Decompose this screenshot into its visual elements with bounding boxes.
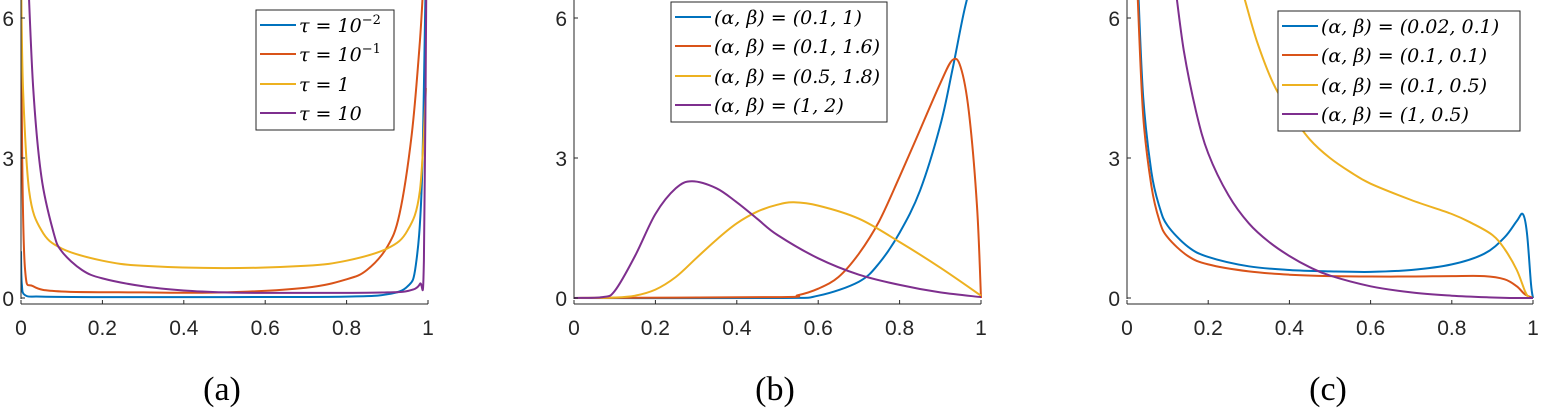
legend-entry: τ = 10−2 bbox=[299, 13, 381, 37]
series-line bbox=[1136, 0, 1534, 299]
legend-entry: (α, β) = (0.1, 0.1) bbox=[1321, 45, 1487, 67]
panel-b-curves bbox=[574, 0, 982, 300]
legend-entry: (α, β) = (1, 0.5) bbox=[1321, 104, 1469, 126]
x-tick-label: 0.2 bbox=[88, 317, 117, 340]
panel-a-legend: τ = 10−2 τ = 10−1 τ = 1 τ = 10 bbox=[255, 9, 395, 131]
legend-entry: (α, β) = (0.5, 1.8) bbox=[714, 66, 880, 88]
series-line bbox=[21, 0, 427, 270]
x-tick-label: 0.2 bbox=[1194, 317, 1223, 340]
x-tick-label: 1 bbox=[1527, 317, 1539, 340]
y-tick-label: 0 bbox=[555, 288, 567, 311]
panel-c-legend: (α, β) = (0.02, 0.1) (α, β) = (0.1, 0.1)… bbox=[1277, 10, 1521, 132]
series-line bbox=[574, 180, 982, 299]
x-tick-label: 1 bbox=[422, 317, 434, 340]
panel-b-legend: (α, β) = (0.1, 1) (α, β) = (0.1, 1.6) (α… bbox=[670, 1, 888, 123]
x-tick-label: 0.4 bbox=[169, 317, 199, 340]
x-tick-label: 0.8 bbox=[885, 317, 914, 340]
legend-entry: τ = 10−1 bbox=[299, 42, 381, 66]
panel-b: 0 0.2 0.4 0.6 0.8 1 0 3 6 (α, β) = (0.1, 1) (α,… bbox=[555, 0, 987, 408]
series-line bbox=[1175, 0, 1534, 300]
legend-entry: (α, β) = (1, 2) bbox=[714, 95, 844, 117]
x-tick-label: 0 bbox=[568, 317, 580, 340]
y-tick-label: 3 bbox=[1108, 148, 1120, 171]
x-tick-label: 0 bbox=[1121, 317, 1133, 340]
legend-entry: (α, β) = (0.02, 0.1) bbox=[1321, 16, 1499, 38]
panel-a: 0 0.2 0.4 0.6 0.8 1 0 3 6 τ = 10−2 τ = 10−1 τ =… bbox=[2, 0, 434, 408]
x-tick-label: 0.6 bbox=[1356, 317, 1385, 340]
panel-a-caption: (a) bbox=[203, 371, 241, 408]
panel-c-caption: (c) bbox=[1309, 371, 1347, 408]
y-tick-label: 3 bbox=[2, 148, 14, 171]
legend-entry: (α, β) = (0.1, 1) bbox=[714, 7, 862, 29]
x-tick-label: 0 bbox=[15, 317, 27, 340]
x-tick-label: 0.6 bbox=[251, 317, 280, 340]
x-tick-label: 0.8 bbox=[332, 317, 361, 340]
series-line bbox=[21, 0, 424, 294]
panel-a-curves bbox=[21, 0, 428, 299]
legend-entry: τ = 10 bbox=[299, 103, 362, 125]
y-tick-label: 3 bbox=[555, 148, 567, 171]
y-tick-label: 6 bbox=[1108, 8, 1120, 31]
panel-b-caption: (b) bbox=[755, 371, 795, 408]
panel-c: 0 0.2 0.4 0.6 0.8 1 0 3 6 (α, β) = (0.02, 0.1) … bbox=[1108, 0, 1539, 408]
x-tick-label: 0.4 bbox=[722, 317, 752, 340]
legend-entry: τ = 1 bbox=[299, 74, 350, 96]
series-line bbox=[28, 0, 428, 294]
series-line bbox=[574, 201, 982, 299]
legend-entry: (α, β) = (0.1, 1.6) bbox=[714, 36, 880, 58]
legend-entry: (α, β) = (0.1, 0.5) bbox=[1321, 75, 1487, 97]
x-tick-label: 0.4 bbox=[1275, 317, 1305, 340]
x-tick-label: 1 bbox=[975, 317, 987, 340]
series-line bbox=[1137, 0, 1534, 299]
y-tick-label: 0 bbox=[2, 288, 14, 311]
x-tick-label: 0.8 bbox=[1437, 317, 1466, 340]
x-tick-label: 0.6 bbox=[804, 317, 833, 340]
x-tick-label: 0.2 bbox=[641, 317, 670, 340]
y-tick-label: 6 bbox=[555, 8, 567, 31]
y-tick-label: 6 bbox=[2, 8, 14, 31]
y-tick-label: 0 bbox=[1108, 288, 1120, 311]
series-line bbox=[574, 57, 982, 299]
